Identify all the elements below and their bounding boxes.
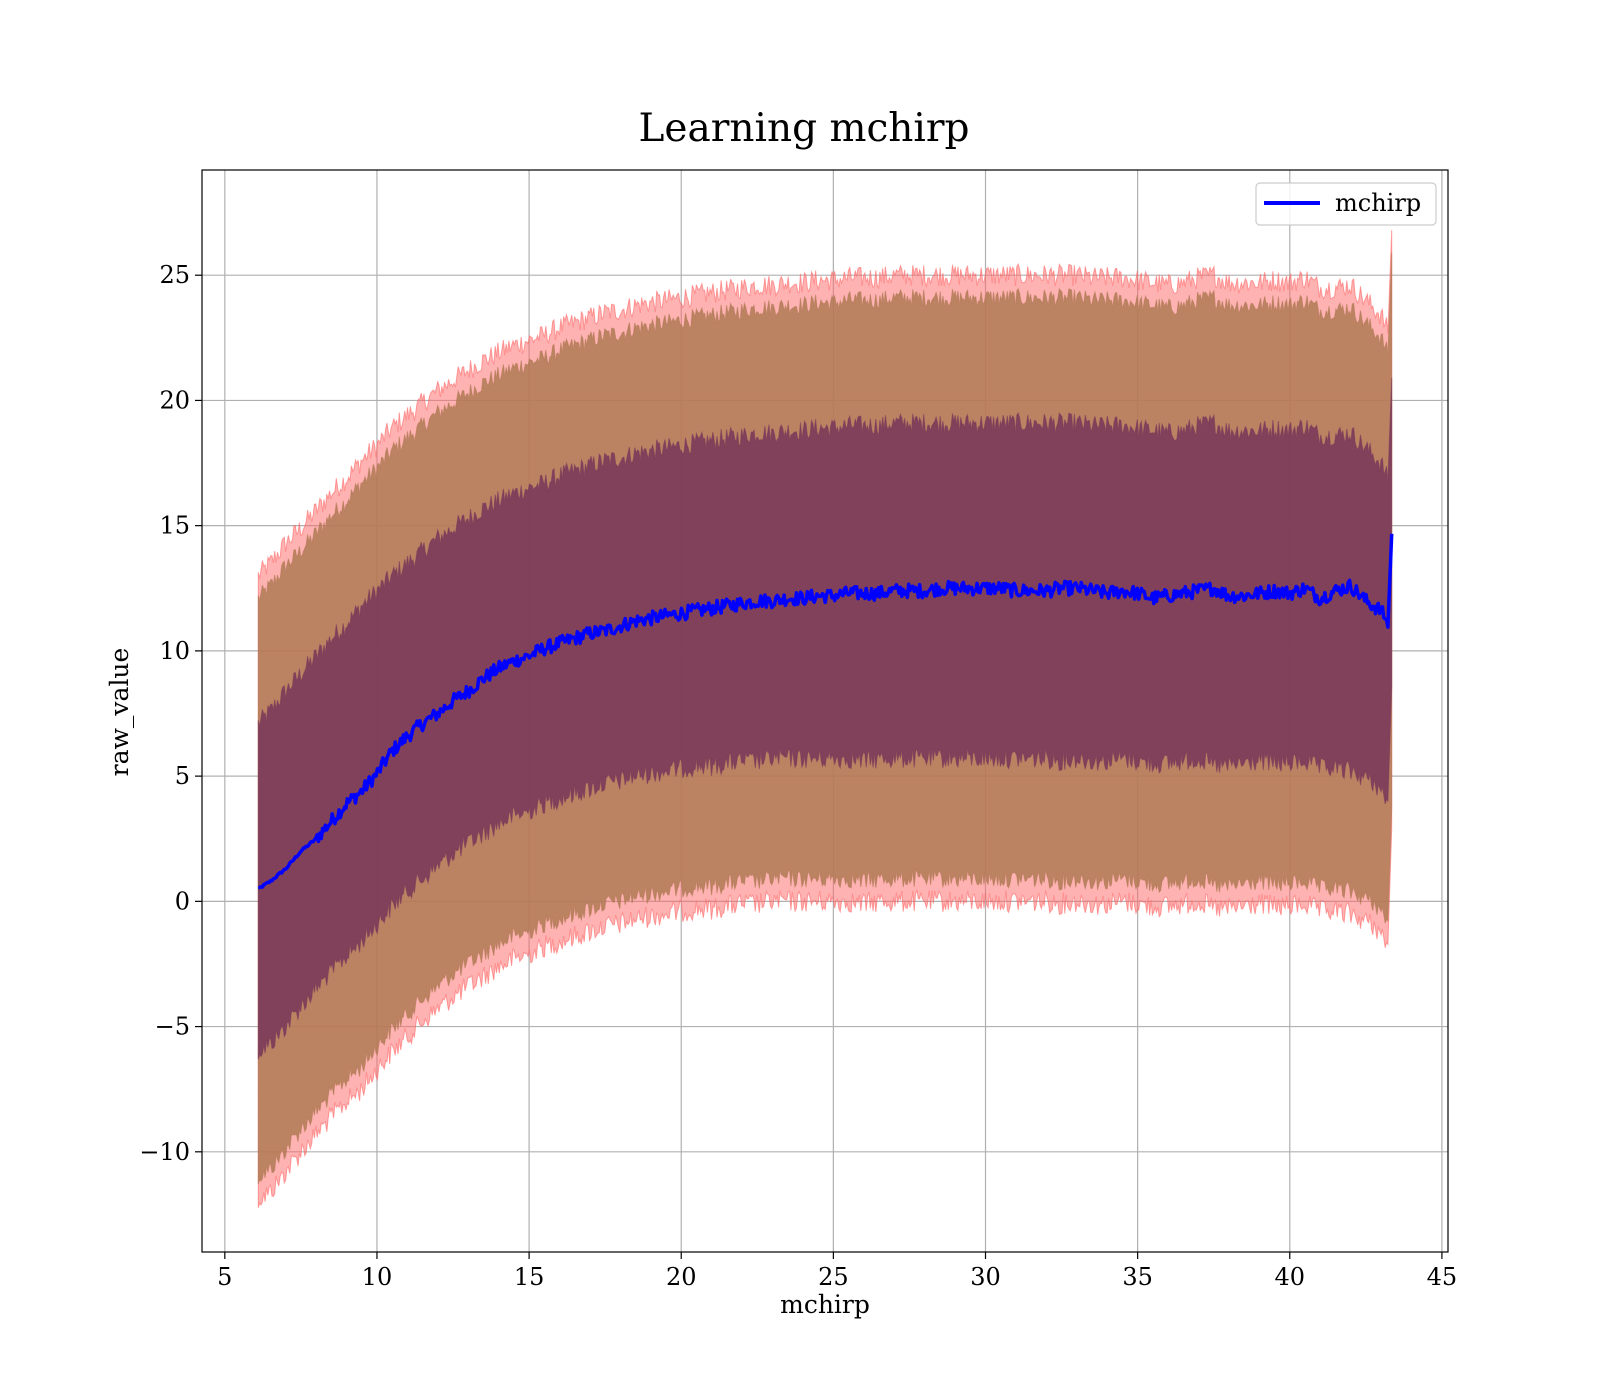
inner-band — [257, 377, 1393, 1060]
x-tick-label: 20 — [666, 1263, 697, 1291]
y-axis-label: raw_value — [105, 648, 134, 777]
x-tick-label: 25 — [818, 1263, 849, 1291]
y-tick-label: 20 — [159, 386, 190, 414]
axis-ticks: 5 10 15 20 25 30 35 40 45 −10 −5 0 5 10 15 20 25 — [139, 261, 1457, 1291]
x-tick-label: 10 — [362, 1263, 393, 1291]
legend-entry-mchirp: mchirp — [1335, 189, 1421, 217]
chart-title: Learning mchirp — [639, 106, 970, 151]
x-tick-label: 30 — [970, 1263, 1001, 1291]
x-tick-label: 40 — [1275, 1263, 1306, 1291]
y-tick-label: 0 — [175, 887, 190, 915]
y-tick-label: 10 — [159, 637, 190, 665]
x-tick-label: 15 — [514, 1263, 545, 1291]
plot-frame — [201, 169, 1449, 1253]
confidence-bands — [257, 230, 1393, 1208]
y-tick-label: −10 — [139, 1138, 190, 1166]
y-tick-label: 15 — [159, 512, 190, 540]
x-tick-label: 35 — [1122, 1263, 1153, 1291]
legend-box — [1255, 182, 1437, 226]
x-tick-label: 5 — [217, 1263, 232, 1291]
x-tick-label: 45 — [1427, 1263, 1458, 1291]
y-tick-label: 25 — [159, 261, 190, 289]
y-tick-label: 5 — [175, 762, 190, 790]
legend: mchirp — [1255, 182, 1437, 226]
series-line-mchirp — [257, 533, 1394, 890]
x-axis-label: mchirp — [780, 1290, 870, 1319]
mean-line-layer — [257, 533, 1394, 890]
y-tick-label: −5 — [155, 1013, 190, 1041]
